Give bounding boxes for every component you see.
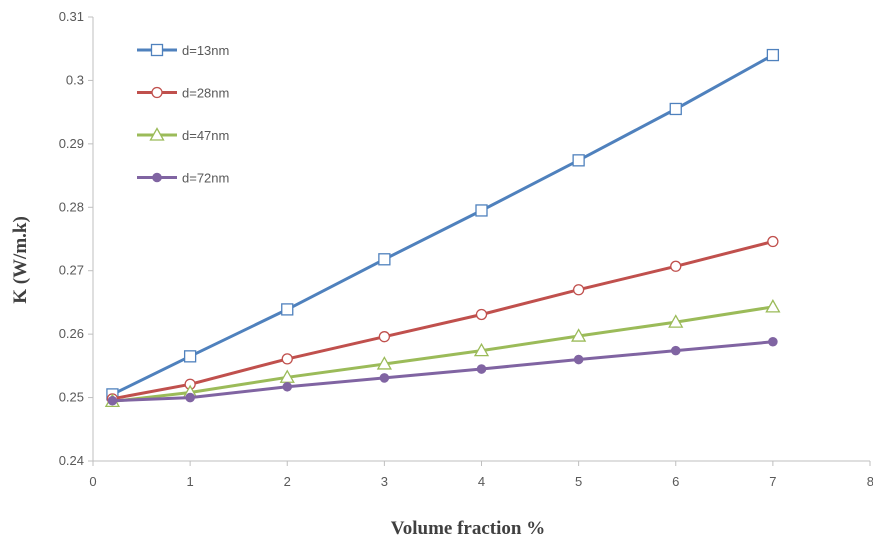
series-line [110, 53, 775, 396]
data-point [475, 204, 488, 217]
x-tick-label: 2 [284, 474, 291, 489]
data-point [765, 299, 781, 313]
legend-marker [149, 127, 165, 141]
data-point [379, 373, 390, 383]
y-tick-label: 0.3 [66, 72, 84, 87]
data-point [572, 284, 585, 296]
data-point [185, 392, 195, 403]
series-3 [107, 336, 778, 406]
legend-marker [150, 43, 164, 57]
data-point [475, 308, 488, 321]
x-tick-label: 4 [478, 474, 485, 489]
data-point [476, 364, 487, 374]
data-point [573, 354, 584, 365]
x-tick-label: 8 [867, 474, 873, 489]
data-point [669, 102, 682, 116]
data-point [768, 336, 778, 347]
y-axis-title: K (W/m.k) [10, 216, 31, 304]
data-point [572, 154, 585, 167]
data-point [281, 303, 294, 316]
data-point [378, 331, 391, 343]
data-point [670, 345, 681, 356]
series-line [110, 340, 775, 403]
legend-marker [152, 172, 162, 183]
data-point [281, 353, 293, 365]
x-tick-label: 7 [769, 474, 776, 489]
x-tick-label: 0 [89, 474, 96, 489]
data-point [376, 356, 392, 370]
x-tick-label: 1 [187, 474, 194, 489]
legend-entry: d=47nm [137, 127, 229, 143]
data-point [767, 235, 779, 248]
data-point [183, 350, 197, 363]
x-tick-label: 5 [575, 474, 582, 489]
data-point [107, 395, 118, 406]
legend-label: d=13nm [182, 43, 229, 58]
legend-label: d=28nm [182, 86, 229, 101]
y-tick-label: 0.28 [59, 199, 84, 214]
legend-label: d=47nm [182, 128, 229, 143]
y-tick-label: 0.31 [59, 9, 84, 24]
y-tick-label: 0.29 [59, 136, 84, 151]
x-axis-title: Volume fraction % [391, 518, 545, 539]
series-line [110, 240, 775, 401]
y-tick-label: 0.26 [59, 326, 84, 341]
data-point [766, 48, 780, 62]
data-point [571, 328, 587, 342]
legend-label: d=72nm [182, 171, 229, 186]
y-tick-label: 0.27 [59, 263, 84, 278]
y-tick-label: 0.24 [59, 453, 84, 468]
series-layer [104, 48, 781, 408]
legend-entry: d=28nm [137, 86, 229, 101]
y-tick-label: 0.25 [59, 390, 84, 405]
axes: 0.24 0.25 0.26 0.27 0.28 0.29 0.3 0.31 0 1 2 3 4 5 6 7 8 [59, 9, 873, 489]
data-point [378, 253, 391, 266]
legend-entry: d=72nm [137, 171, 229, 186]
data-point [668, 314, 684, 328]
x-tick-label: 3 [381, 474, 388, 489]
series-1 [106, 235, 779, 405]
legend-marker [151, 86, 163, 99]
legend-entry: d=13nm [137, 43, 229, 58]
x-tick-label: 6 [672, 474, 679, 489]
series-line [110, 305, 775, 403]
data-point [282, 381, 293, 392]
data-point [473, 342, 490, 357]
data-point [670, 260, 682, 272]
legend: d=13nm d=28nm d=47nm d=72nm [137, 43, 229, 186]
